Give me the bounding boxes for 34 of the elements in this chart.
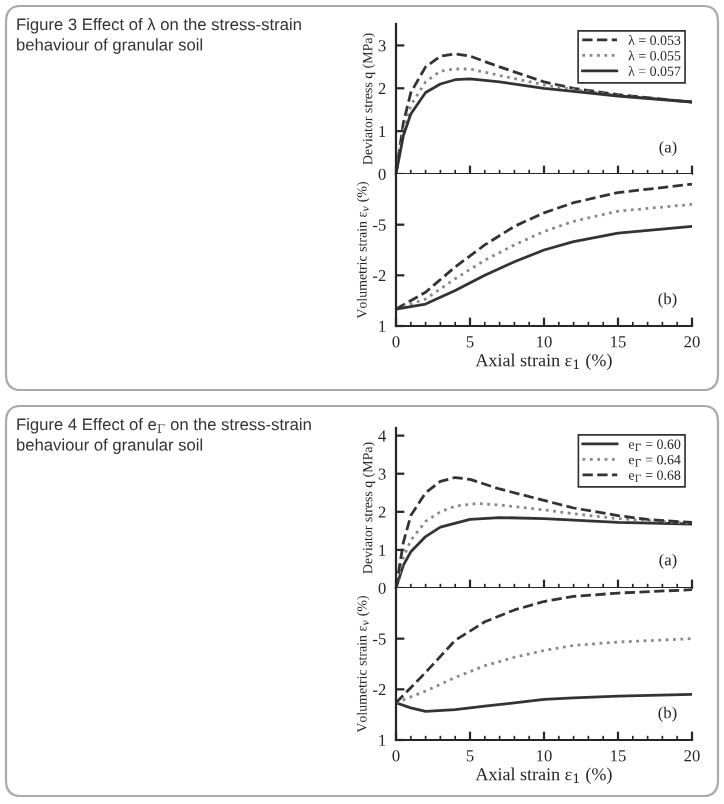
y-tick-label: 2: [378, 83, 386, 95]
y-tick-label: 0: [378, 168, 386, 180]
y-tick-label: 3: [378, 40, 386, 52]
y-tick-label: 1: [379, 734, 386, 746]
caption: Figure 4 Effect of e$_{Γ}$ on the stress-strain behaviour of granular soil: [17, 418, 311, 455]
x-tick-label: 15: [611, 336, 626, 348]
y-tick-label: -2: [373, 684, 386, 696]
y-tick-label: 4: [378, 430, 387, 442]
x-axis-title: Axial strain ε$_{1}$ (%): [475, 767, 612, 784]
y-tick-label: -2: [373, 270, 386, 282]
x-tick-label: 0: [392, 750, 400, 762]
x-tick-label: 15: [611, 750, 626, 762]
y-tick-label: 1: [379, 125, 386, 137]
y-tick-label: 1: [379, 320, 386, 332]
x-axis-title: Axial strain ε$_{1}$ (%): [475, 353, 612, 370]
y-tick-label: 0: [378, 582, 386, 594]
annotation: (a): [659, 553, 677, 569]
line-series: [396, 637, 692, 705]
y-tick-label: 2: [378, 506, 386, 518]
y-tick-label: -5: [373, 219, 386, 231]
annotation: (a): [659, 140, 677, 156]
x-tick-label: 20: [684, 336, 700, 348]
x-tick-label: 10: [537, 750, 552, 762]
x-tick-label: 10: [537, 336, 552, 348]
x-tick-label: 5: [466, 750, 474, 762]
caption: Figure 3 Effect of λ on the stress-strain behaviour of granular soil: [17, 18, 301, 54]
y-tick-label: 3: [378, 468, 386, 480]
x-tick-label: 5: [466, 336, 474, 348]
annotation: (b): [658, 706, 677, 722]
x-tick-label: 0: [392, 336, 400, 348]
x-tick-label: 20: [684, 750, 700, 762]
y-tick-label: -5: [373, 633, 386, 645]
annotation: (b): [658, 292, 677, 308]
y-tick-label: 1: [379, 544, 386, 556]
